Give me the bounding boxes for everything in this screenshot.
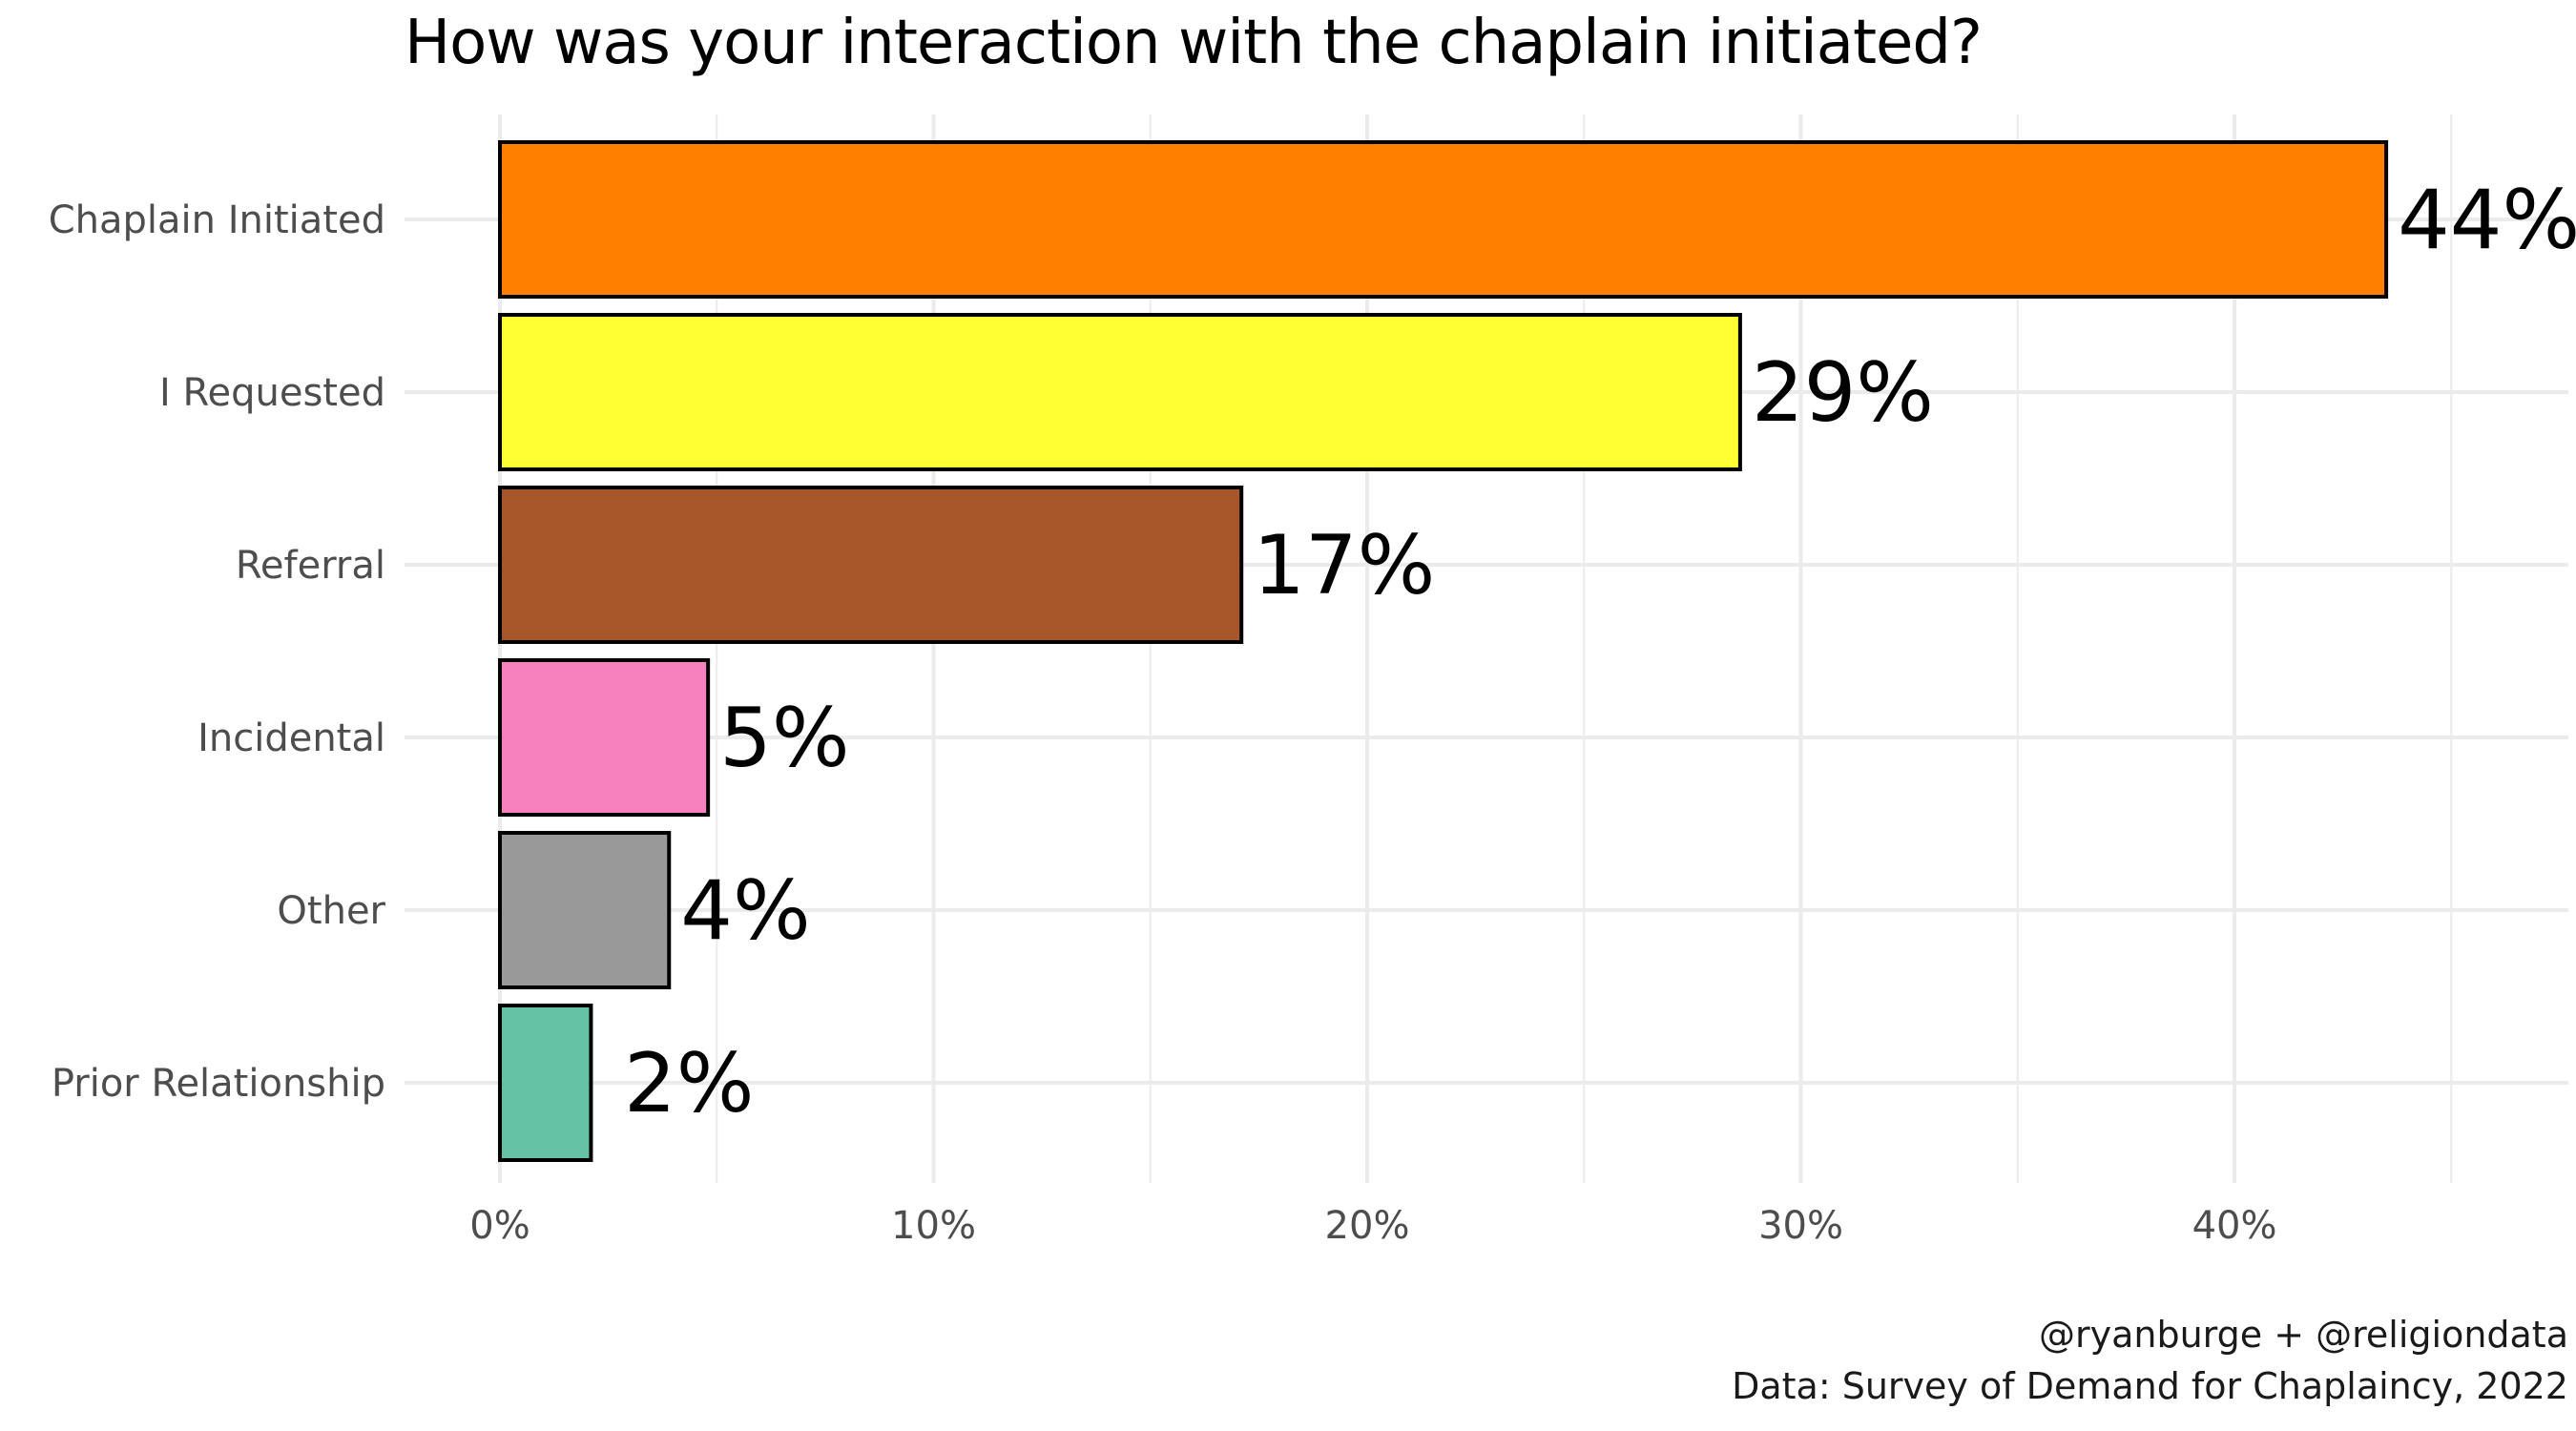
bar-i-requested (497, 313, 1742, 471)
bar-incidental (497, 658, 711, 817)
bar-other (497, 831, 672, 989)
y-tick-label: Chaplain Initiated (49, 198, 385, 242)
caption-credit: @ryanburge + @religiondata (2038, 1314, 2568, 1356)
y-tick-label: I Requested (159, 371, 385, 415)
chart-title: How was your interaction with the chapla… (405, 8, 1983, 78)
x-tick-label: 0% (469, 1204, 530, 1248)
bar-prior-relationship (497, 1004, 593, 1162)
x-tick-label: 20% (1325, 1204, 1410, 1248)
chart-caption: @ryanburge + @religiondata Data: Survey … (1732, 1309, 2568, 1412)
data-label: 5% (719, 691, 849, 786)
y-tick-label: Incidental (197, 716, 385, 760)
data-label: 4% (680, 863, 810, 959)
bar-referral (497, 486, 1244, 644)
y-tick-label: Referral (236, 544, 385, 588)
bar-chaplain-initiated (497, 140, 2389, 299)
data-label: 2% (624, 1036, 754, 1131)
y-tick-label: Prior Relationship (52, 1062, 385, 1106)
data-label: 17% (1253, 518, 1435, 613)
x-tick-label: 30% (1758, 1204, 1843, 1248)
data-label: 44% (2398, 173, 2576, 268)
x-tick-label: 40% (2192, 1204, 2277, 1248)
y-tick-label: Other (277, 889, 385, 933)
caption-source: Data: Survey of Demand for Chaplaincy, 2… (1732, 1365, 2568, 1407)
x-tick-label: 10% (891, 1204, 976, 1248)
data-label: 29% (1752, 345, 1934, 441)
